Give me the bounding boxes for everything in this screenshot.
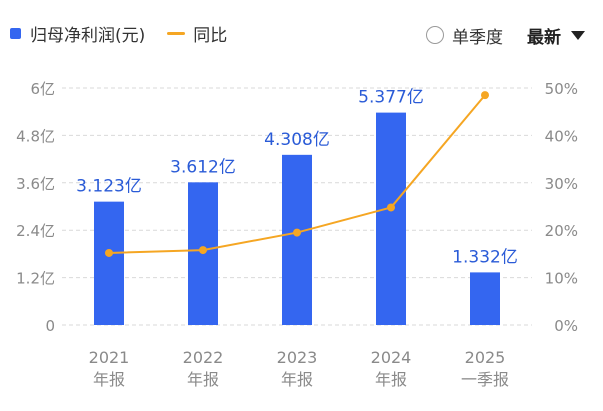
x-axis-year-label: 2024 bbox=[371, 348, 412, 367]
yoy-point bbox=[105, 248, 113, 257]
legend-item-yoy: 同比 bbox=[167, 21, 227, 46]
bar-data-label: 5.377亿 bbox=[358, 88, 424, 108]
x-axis-period-label: 一季报 bbox=[461, 370, 509, 389]
left-axis-tick-label: 1.2亿 bbox=[16, 270, 55, 288]
bar bbox=[470, 272, 500, 325]
yoy-point bbox=[199, 246, 207, 255]
x-axis-period-label: 年报 bbox=[281, 370, 313, 389]
bar-data-label: 4.308亿 bbox=[264, 130, 330, 150]
x-axis-year-label: 2025 bbox=[465, 348, 506, 367]
x-axis-year-label: 2022 bbox=[183, 348, 224, 367]
bar bbox=[376, 112, 406, 326]
left-axis-tick-label: 2.4亿 bbox=[16, 222, 55, 240]
right-axis-tick-label: 30% bbox=[545, 175, 578, 193]
right-axis-tick-label: 0% bbox=[554, 317, 578, 335]
bar bbox=[94, 201, 124, 325]
right-axis-tick-label: 50% bbox=[545, 80, 578, 98]
yoy-point bbox=[387, 203, 395, 212]
bar-data-label: 3.123亿 bbox=[76, 177, 142, 197]
sort-select-label[interactable]: 最新 bbox=[527, 27, 561, 48]
yoy-point bbox=[481, 91, 489, 100]
left-axis-tick-label: 0 bbox=[45, 317, 55, 335]
left-axis-tick-label: 6亿 bbox=[30, 80, 55, 98]
left-axis-tick-label: 3.6亿 bbox=[16, 175, 55, 193]
right-axis-tick-label: 20% bbox=[545, 222, 578, 240]
x-axis-year-label: 2023 bbox=[277, 348, 318, 367]
chart-legend: 归母净利润(元) 同比 bbox=[10, 18, 249, 48]
legend-label-yoy: 同比 bbox=[193, 25, 228, 46]
yoy-point bbox=[293, 228, 301, 237]
legend-item-net-profit: 归母净利润(元) bbox=[10, 21, 145, 46]
legend-label-net-profit: 归母净利润(元) bbox=[30, 25, 146, 46]
single-quarter-radio-icon[interactable] bbox=[426, 26, 444, 44]
chart-controls: 单季度 最新 bbox=[426, 18, 585, 52]
left-axis-tick-label: 4.8亿 bbox=[16, 127, 55, 145]
line-swatch-icon bbox=[167, 31, 186, 35]
bar bbox=[282, 154, 312, 325]
single-quarter-label[interactable]: 单季度 bbox=[452, 27, 503, 48]
right-axis-tick-label: 40% bbox=[545, 127, 578, 145]
x-axis-period-label: 年报 bbox=[375, 370, 407, 389]
x-axis-period-label: 年报 bbox=[93, 370, 125, 389]
x-axis-period-label: 年报 bbox=[187, 370, 219, 389]
chevron-down-icon[interactable] bbox=[571, 30, 585, 40]
bar-data-label: 3.612亿 bbox=[170, 157, 236, 177]
bar-swatch-icon bbox=[10, 27, 21, 39]
bar-data-label: 1.332亿 bbox=[452, 247, 518, 267]
right-axis-tick-label: 10% bbox=[545, 270, 578, 288]
x-axis-year-label: 2021 bbox=[89, 348, 130, 367]
